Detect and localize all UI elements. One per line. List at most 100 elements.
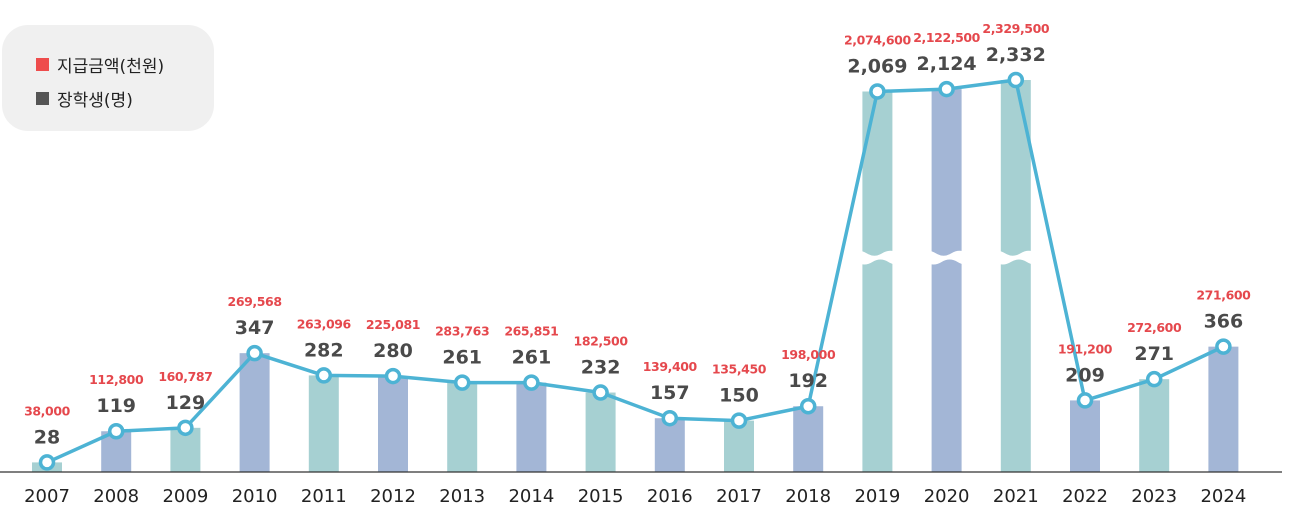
count-label-2024: 366 bbox=[1204, 311, 1244, 333]
amount-label-2009: 160,787 bbox=[158, 369, 212, 384]
count-label-2022: 209 bbox=[1065, 364, 1105, 386]
axis-break-line-2021 bbox=[988, 250, 1054, 258]
line-point-2024 bbox=[1215, 338, 1232, 355]
line-point-2018 bbox=[799, 397, 817, 415]
axis-break-mark-2019 bbox=[840, 251, 915, 265]
bar-2023 bbox=[1139, 379, 1170, 472]
bar-2020 bbox=[931, 89, 962, 472]
count-label-2020: 2,124 bbox=[917, 53, 977, 75]
bar-2016 bbox=[654, 418, 685, 472]
amount-label-2011: 263,096 bbox=[297, 316, 352, 331]
line-point-2020 bbox=[938, 80, 955, 98]
count-label-2010: 347 bbox=[235, 317, 275, 339]
axis-break-line-2019 bbox=[850, 250, 915, 258]
x-tick-label-2020: 2020 bbox=[924, 486, 970, 507]
x-tick-label-2018: 2018 bbox=[785, 486, 831, 507]
axis-break-line-2020 bbox=[919, 250, 984, 258]
count-label-2012: 280 bbox=[373, 340, 413, 362]
amount-label-2015: 182,500 bbox=[574, 334, 629, 349]
bar-2018 bbox=[793, 406, 824, 472]
amount-label-2007: 38,000 bbox=[24, 403, 71, 418]
x-tick-label-2011: 2011 bbox=[301, 486, 347, 507]
bar-2017 bbox=[724, 420, 754, 472]
axis-break-mark-2020 bbox=[909, 251, 984, 265]
count-label-2013: 261 bbox=[442, 347, 482, 369]
line-point-2014 bbox=[523, 374, 540, 391]
x-tick-label-2016: 2016 bbox=[647, 486, 693, 507]
amount-label-2019: 2,074,600 bbox=[844, 32, 911, 47]
axis-break-layer bbox=[840, 250, 1054, 265]
count-label-2015: 232 bbox=[581, 357, 621, 379]
line-point-2011 bbox=[315, 367, 333, 384]
amount-label-2021: 2,329,500 bbox=[982, 21, 1049, 36]
x-tick-label-2012: 2012 bbox=[370, 486, 416, 507]
x-tick-label-2022: 2022 bbox=[1062, 486, 1108, 507]
line-point-2010 bbox=[246, 344, 263, 362]
count-label-2009: 129 bbox=[166, 392, 206, 414]
line-layer bbox=[38, 71, 1232, 471]
x-tick-label-2023: 2023 bbox=[1131, 486, 1177, 507]
bar-2015 bbox=[585, 392, 616, 472]
count-label-2023: 271 bbox=[1134, 343, 1174, 365]
bar-2019 bbox=[862, 91, 893, 472]
line-point-2021 bbox=[1007, 71, 1025, 89]
labels-layer: 28 38,000 119 112,800 129 160,787 347 269,568 28… bbox=[24, 21, 1251, 448]
legend-label-amount: 지급금액(천원) bbox=[57, 57, 165, 77]
bar-2021 bbox=[1000, 80, 1031, 472]
x-tick-label-2021: 2021 bbox=[993, 486, 1039, 507]
amount-label-2016: 139,400 bbox=[643, 359, 698, 374]
count-label-2019: 2,069 bbox=[847, 55, 907, 77]
count-label-2011: 282 bbox=[304, 339, 344, 361]
bar-2014 bbox=[516, 382, 547, 472]
x-tick-label-2008: 2008 bbox=[93, 486, 139, 507]
amount-label-2008: 112,800 bbox=[89, 372, 144, 387]
bars-layer bbox=[32, 80, 1239, 472]
line-point-2009 bbox=[177, 419, 194, 437]
count-label-2016: 157 bbox=[650, 382, 690, 404]
bar-2022 bbox=[1070, 400, 1100, 472]
legend-item-students: 장학생(명) bbox=[36, 86, 133, 111]
amount-label-2024: 271,600 bbox=[1196, 288, 1251, 303]
students-line bbox=[46, 78, 1225, 465]
amount-label-2022: 191,200 bbox=[1058, 341, 1113, 356]
legend-label-students: 장학생(명) bbox=[57, 91, 133, 111]
x-tick-label-2007: 2007 bbox=[24, 486, 70, 507]
amount-label-2010: 269,568 bbox=[228, 294, 282, 309]
amount-label-2012: 225,081 bbox=[366, 317, 420, 332]
bar-2024 bbox=[1208, 346, 1239, 472]
count-label-2021: 2,332 bbox=[986, 44, 1046, 66]
line-point-2023 bbox=[1145, 370, 1163, 388]
line-point-2008 bbox=[107, 422, 125, 440]
legend-swatch-students bbox=[36, 92, 49, 105]
count-label-2007: 28 bbox=[34, 426, 60, 448]
line-point-2013 bbox=[453, 374, 471, 391]
line-point-2019 bbox=[869, 83, 886, 100]
x-tick-label-2024: 2024 bbox=[1200, 486, 1246, 507]
line-point-2016 bbox=[661, 409, 679, 427]
amount-label-2017: 135,450 bbox=[712, 362, 767, 377]
bar-2011 bbox=[308, 375, 339, 472]
legend-item-amount: 지급금액(천원) bbox=[36, 52, 164, 77]
x-tick-label-2014: 2014 bbox=[508, 486, 554, 507]
count-label-2014: 261 bbox=[512, 347, 552, 369]
line-point-2022 bbox=[1076, 392, 1094, 409]
amount-label-2018: 198,000 bbox=[781, 347, 836, 362]
x-tick-label-2013: 2013 bbox=[439, 486, 485, 507]
count-label-2018: 192 bbox=[788, 370, 828, 392]
legend: 지급금액(천원) 장학생(명) bbox=[2, 25, 214, 131]
x-tick-label-2010: 2010 bbox=[232, 486, 278, 507]
x-tick-label-2019: 2019 bbox=[854, 486, 900, 507]
bar-2013 bbox=[447, 382, 478, 472]
count-label-2008: 119 bbox=[96, 395, 136, 417]
bar-2010 bbox=[239, 353, 270, 472]
x-tick-label-2015: 2015 bbox=[578, 486, 624, 507]
x-tick-label-2009: 2009 bbox=[162, 486, 208, 507]
amount-label-2023: 272,600 bbox=[1127, 320, 1182, 335]
count-label-2017: 150 bbox=[719, 385, 759, 407]
x-axis-labels: 2007 2008 2009 2010 2011 2012 2013 2014 2015 2016… bbox=[24, 486, 1246, 507]
bar-2012 bbox=[378, 376, 408, 472]
axis-break-mark-2021 bbox=[978, 251, 1053, 265]
amount-label-2020: 2,122,500 bbox=[913, 30, 980, 45]
legend-swatch-amount bbox=[36, 58, 49, 71]
